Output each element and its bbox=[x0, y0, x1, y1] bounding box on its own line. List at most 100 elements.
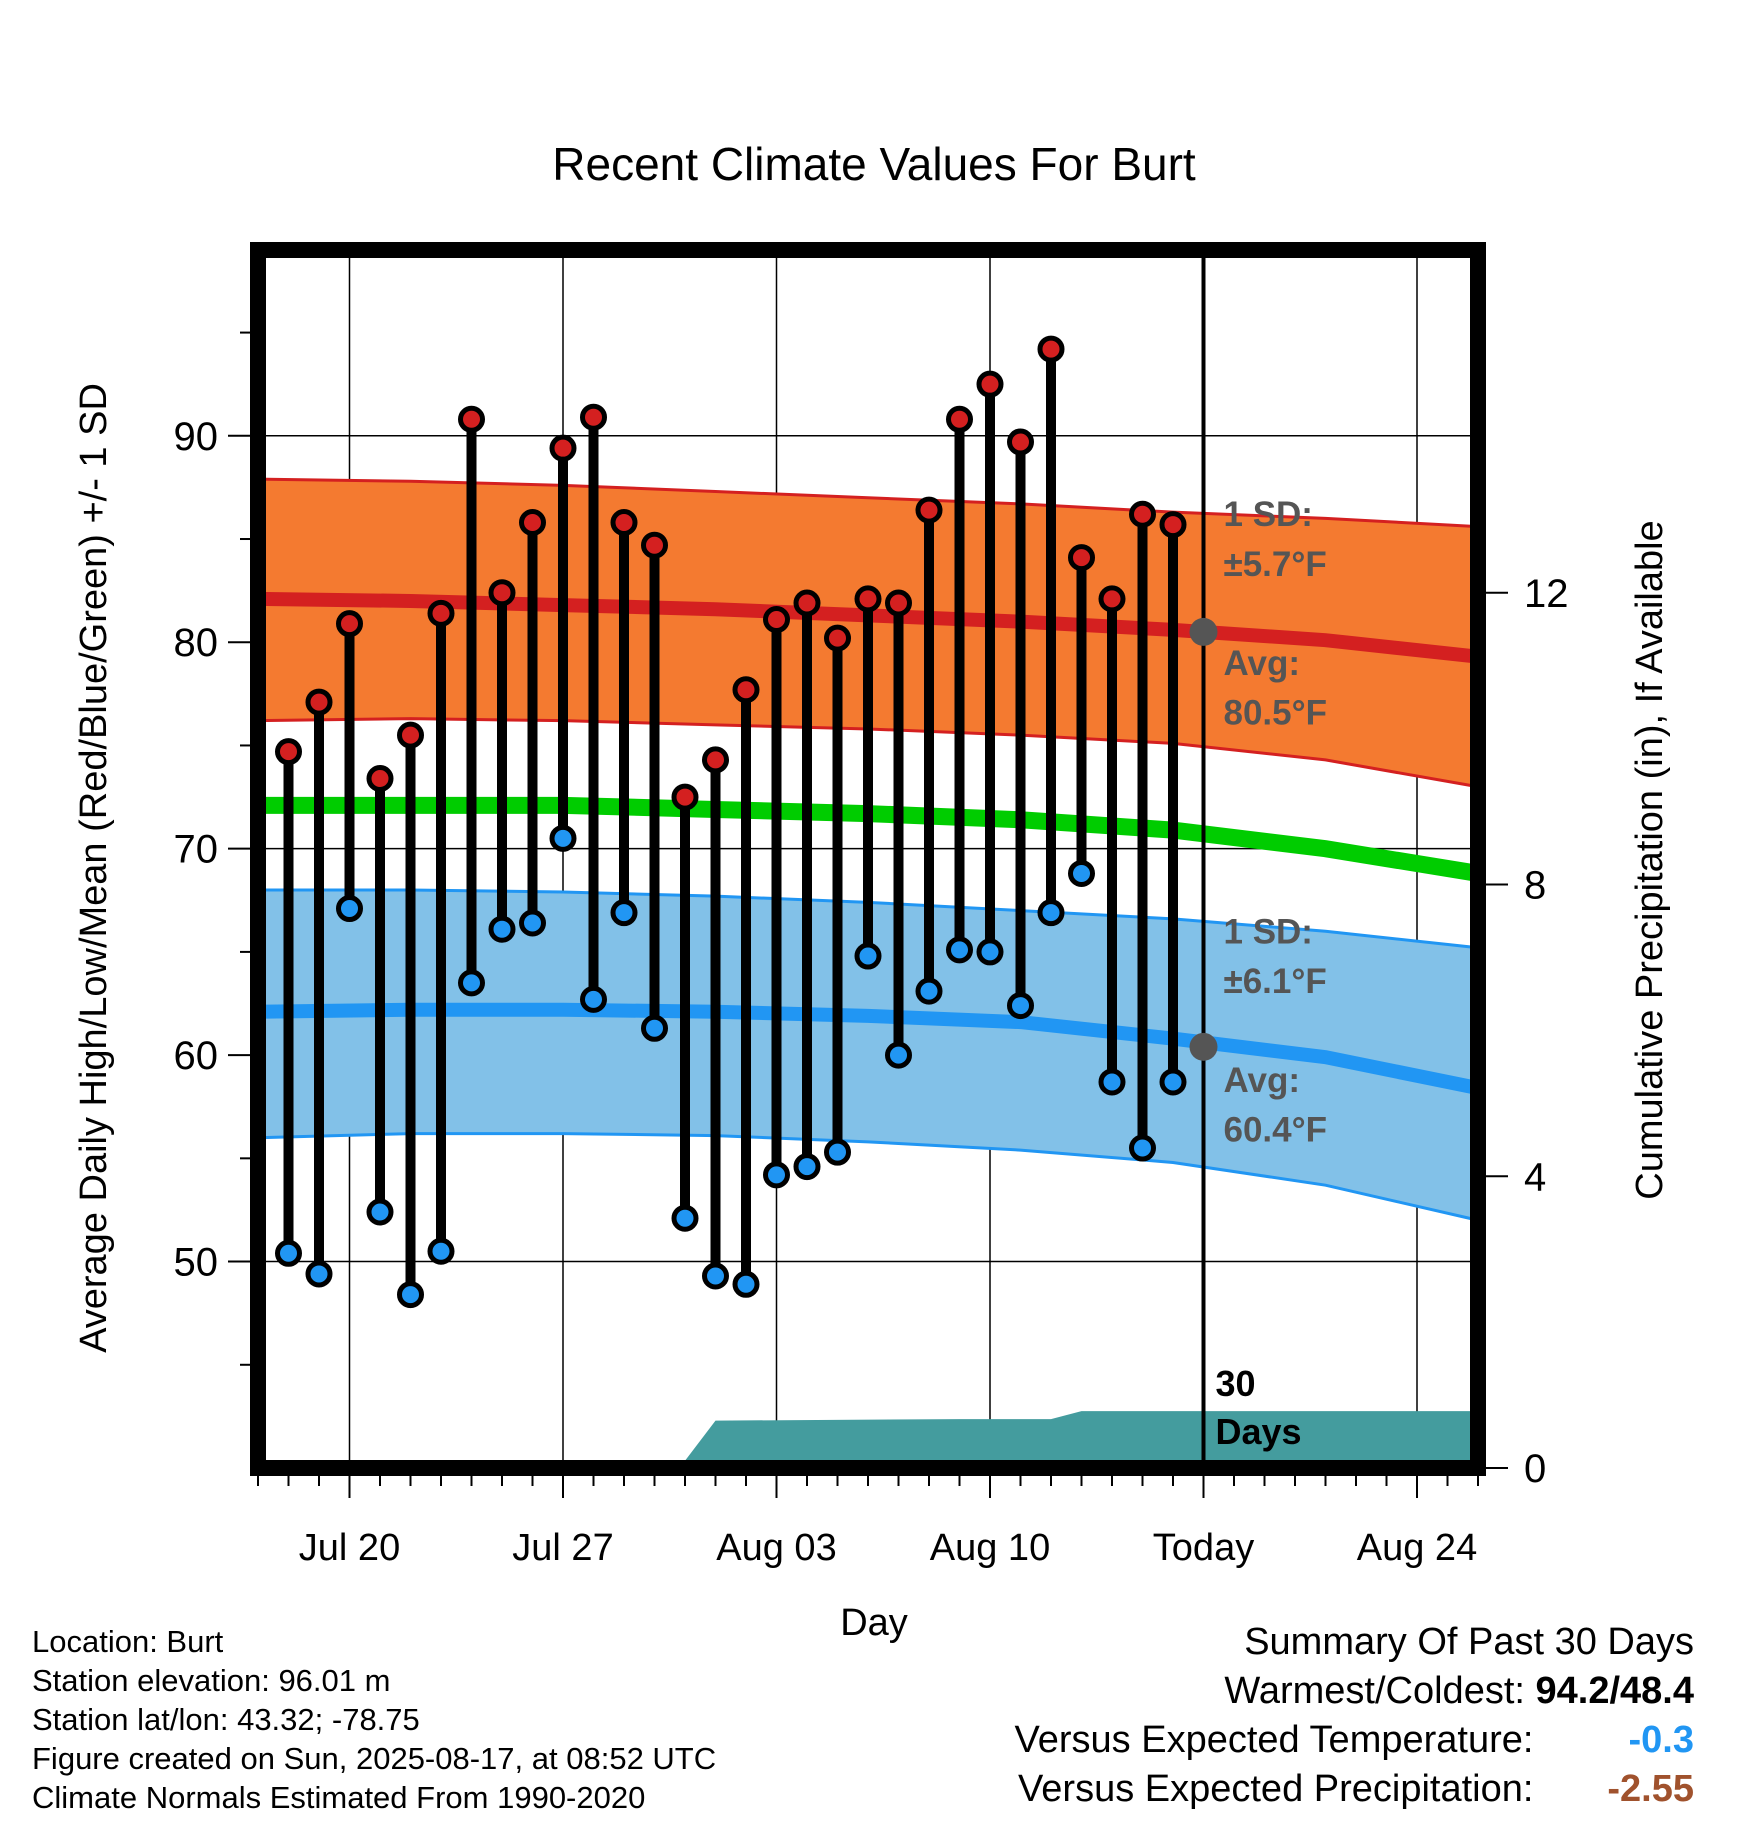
cumulative-precip-area bbox=[258, 1411, 1478, 1468]
daily-low-point bbox=[1007, 992, 1034, 1020]
y-tick-label: 50 bbox=[174, 1241, 219, 1285]
y-axis-label: Average Daily High/Low/Mean (Red/Blue/Gr… bbox=[73, 383, 115, 1353]
annotation-text: Avg: bbox=[1224, 1061, 1300, 1100]
daily-high-point bbox=[824, 624, 851, 652]
annotation-text: 60.4°F bbox=[1224, 1110, 1328, 1149]
daily-high-point bbox=[275, 738, 302, 766]
x-tick-label: Jul 27 bbox=[512, 1527, 613, 1569]
daily-high-point bbox=[946, 405, 973, 433]
chart-title: Recent Climate Values For Burt bbox=[552, 138, 1196, 190]
precip-label: Versus Expected Precipitation: bbox=[1018, 1768, 1534, 1810]
y2-tick-label: 12 bbox=[1524, 572, 1569, 616]
created-text: Figure created on Sun, 2025-08-17, at 08… bbox=[32, 1741, 717, 1776]
daily-high-point bbox=[610, 509, 638, 537]
daily-low-point bbox=[732, 1270, 760, 1298]
daily-low-point bbox=[641, 1014, 668, 1042]
daily-high-point bbox=[915, 496, 943, 524]
daily-low-point bbox=[885, 1041, 912, 1069]
daily-low-point bbox=[427, 1237, 455, 1265]
y-tick-label: 80 bbox=[174, 621, 219, 665]
daily-high-point bbox=[336, 610, 363, 638]
plot-frame bbox=[250, 242, 1486, 1476]
daily-range-bars bbox=[275, 335, 1187, 1309]
today-days-label: Days bbox=[1216, 1411, 1302, 1452]
y-tick-label: 70 bbox=[174, 828, 219, 872]
daily-high-point bbox=[793, 589, 821, 617]
daily-low-point bbox=[1068, 859, 1095, 887]
daily-low-point bbox=[397, 1281, 424, 1309]
x-tick-label: Today bbox=[1153, 1527, 1254, 1569]
daily-low-point bbox=[976, 938, 1004, 966]
daily-low-point bbox=[488, 915, 516, 943]
annotation-text: ±5.7°F bbox=[1224, 545, 1327, 584]
daily-low-point bbox=[671, 1204, 699, 1232]
daily-high-point bbox=[305, 688, 333, 716]
daily-low-point bbox=[366, 1198, 394, 1226]
daily-high-point bbox=[366, 764, 394, 792]
warm-cold-label: Warmest/Coldest: bbox=[1224, 1670, 1525, 1712]
today-days-label: 30 bbox=[1216, 1363, 1256, 1404]
daily-low-point bbox=[946, 936, 973, 964]
daily-high-point bbox=[458, 405, 485, 433]
daily-low-point bbox=[1129, 1134, 1156, 1162]
station-info: Location: Burt Station elevation: 96.01 … bbox=[32, 1622, 716, 1817]
summary-temp: Versus Expected Temperature: -0.3 bbox=[1015, 1716, 1694, 1765]
daily-high-point bbox=[885, 589, 912, 617]
daily-low-point bbox=[336, 895, 363, 923]
daily-high-point bbox=[763, 606, 790, 634]
daily-high-point bbox=[580, 403, 607, 431]
annotation-text: Avg: bbox=[1224, 644, 1300, 683]
axes: Jul 20 Jul 27 Aug 03 Aug 10 Today Aug 24 50 60 7… bbox=[174, 331, 1569, 1569]
annotation-text: 1 SD: bbox=[1224, 912, 1313, 951]
y-tick-label: 60 bbox=[174, 1034, 219, 1078]
daily-low-point bbox=[915, 977, 943, 1005]
daily-high-point bbox=[519, 509, 546, 537]
latlon-text: Station lat/lon: 43.32; -78.75 bbox=[32, 1702, 420, 1737]
daily-low-point bbox=[519, 909, 546, 937]
high-sd-band-upper-edge bbox=[257, 477, 1479, 529]
x-tick-label: Aug 24 bbox=[1357, 1527, 1477, 1569]
daily-high-point bbox=[427, 599, 455, 627]
daily-high-point bbox=[397, 721, 424, 749]
normals-text: Climate Normals Estimated From 1990-2020 bbox=[32, 1780, 646, 1815]
precip-value: -2.55 bbox=[1607, 1768, 1694, 1810]
daily-low-point bbox=[1037, 899, 1065, 927]
precip-area bbox=[258, 1411, 1478, 1468]
daily-low-point bbox=[1159, 1068, 1187, 1096]
daily-low-point bbox=[458, 969, 485, 997]
annotation-text: ±6.1°F bbox=[1224, 962, 1327, 1001]
daily-high-point bbox=[854, 585, 882, 613]
daily-high-point bbox=[641, 531, 668, 559]
low-normal-line bbox=[257, 1002, 1480, 1096]
x-tick-label: Jul 20 bbox=[299, 1527, 400, 1569]
daily-high-point bbox=[1068, 544, 1095, 572]
x-tick-label: Aug 03 bbox=[716, 1527, 836, 1569]
daily-high-point bbox=[671, 783, 699, 811]
summary-warm-cold: Warmest/Coldest: 94.2/48.4 bbox=[1015, 1667, 1694, 1716]
daily-low-point bbox=[824, 1138, 851, 1166]
daily-low-point bbox=[854, 942, 882, 970]
x-axis-label: Day bbox=[840, 1602, 908, 1644]
daily-low-point bbox=[275, 1239, 302, 1267]
daily-high-point bbox=[549, 434, 577, 462]
daily-low-point bbox=[305, 1260, 333, 1288]
daily-low-point bbox=[793, 1153, 821, 1181]
daily-high-point bbox=[1098, 585, 1126, 613]
annotation-text: 80.5°F bbox=[1224, 693, 1328, 732]
summary-precip: Versus Expected Precipitation: -2.55 bbox=[1015, 1765, 1694, 1814]
summary-panel: Summary Of Past 30 Days Warmest/Coldest:… bbox=[1015, 1618, 1694, 1814]
daily-high-point bbox=[1159, 511, 1187, 539]
daily-high-point bbox=[732, 676, 760, 704]
warm-cold-value: 94.2/48.4 bbox=[1535, 1670, 1694, 1712]
plot-frame-rect bbox=[250, 242, 1486, 1476]
normal-annotations: 1 SD: ±5.7°F Avg: 80.5°F 1 SD: ±6.1°F Avg: 60.4… bbox=[1189, 495, 1328, 1149]
summary-title: Summary Of Past 30 Days bbox=[1244, 1621, 1694, 1663]
y2-tick-label: 8 bbox=[1524, 864, 1546, 908]
y2-tick-label: 0 bbox=[1524, 1447, 1546, 1491]
low-sd-band-lower-edge bbox=[257, 1132, 1479, 1222]
daily-high-point bbox=[702, 746, 729, 774]
daily-high-point bbox=[1037, 335, 1065, 363]
daily-low-point bbox=[580, 985, 607, 1013]
daily-high-point bbox=[488, 579, 516, 607]
